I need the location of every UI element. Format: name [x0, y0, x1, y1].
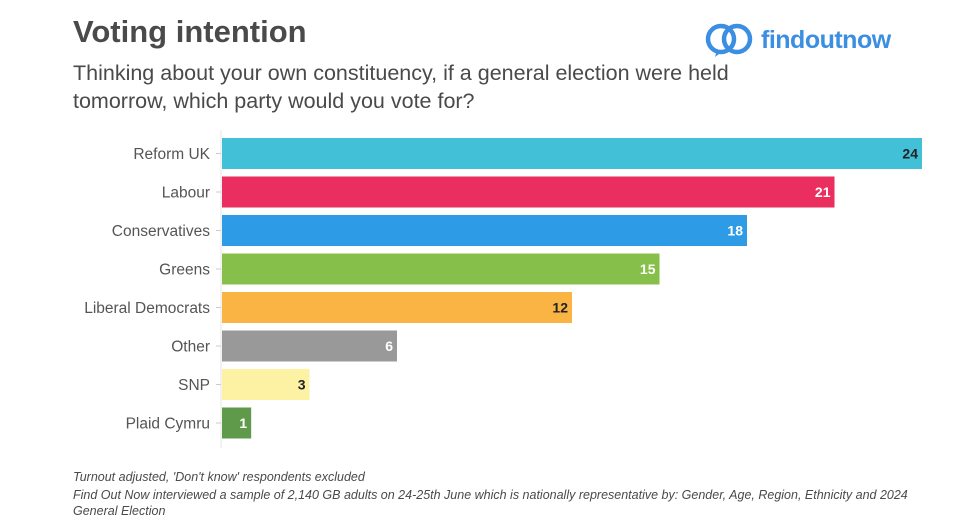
category-label: Liberal Democrats	[84, 300, 210, 317]
bar	[222, 215, 747, 246]
chart-title: Voting intention	[73, 14, 307, 49]
bar	[222, 407, 252, 439]
logo-text: findoutnow	[761, 25, 891, 54]
category-label: SNP	[178, 377, 210, 394]
category-label: Other	[171, 339, 210, 356]
category-label: Reform UK	[133, 146, 210, 163]
data-label: 3	[298, 377, 306, 393]
data-label: 15	[640, 261, 656, 277]
bar	[222, 138, 922, 169]
data-label: 12	[552, 300, 568, 316]
data-label: 18	[727, 223, 743, 239]
category-label: Conservatives	[112, 223, 210, 240]
interlocking-circles-icon	[705, 23, 753, 57]
chart-subtitle: Thinking about your own constituency, if…	[73, 61, 729, 113]
category-label: Labour	[162, 185, 210, 202]
bar	[222, 176, 835, 208]
findoutnow-logo: findoutnow	[705, 20, 891, 60]
category-label: Plaid Cymru	[126, 416, 210, 433]
data-label: 1	[239, 415, 247, 431]
data-label: 21	[815, 184, 831, 200]
bar-chart: Reform UK 24 Labour 21 Conservatives 18 Greens…	[84, 130, 922, 448]
data-label: 24	[902, 146, 918, 162]
bar	[222, 253, 660, 285]
bar	[222, 330, 397, 362]
footnote-turnout: Turnout adjusted, 'Don't know' responden…	[73, 470, 365, 484]
bar	[222, 369, 310, 400]
category-label: Greens	[159, 262, 210, 279]
bar	[222, 292, 572, 323]
data-label: 6	[385, 338, 393, 354]
footnote-methodology: Find Out Now interviewed a sample of 2,1…	[73, 488, 908, 518]
